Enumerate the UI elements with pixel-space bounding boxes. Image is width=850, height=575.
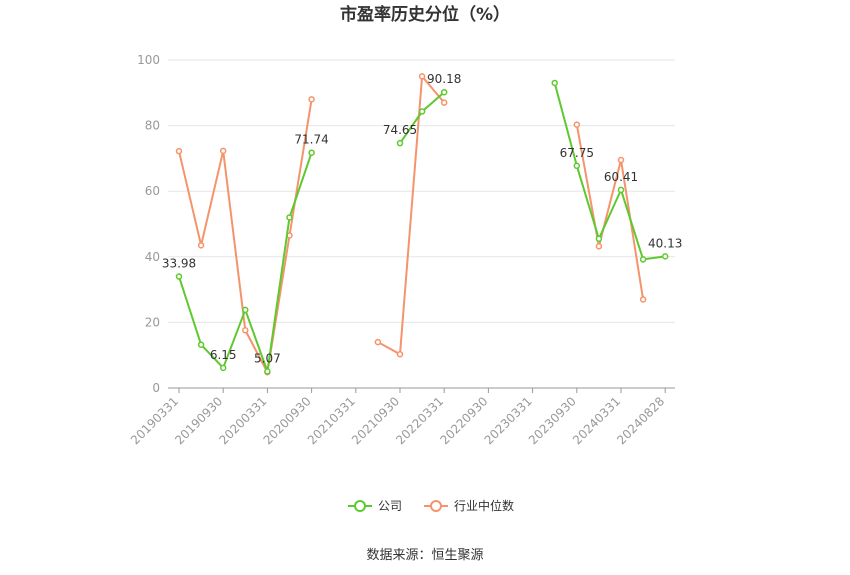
data-point xyxy=(595,235,603,243)
data-point xyxy=(197,242,205,249)
data-point xyxy=(418,73,426,80)
data-point xyxy=(374,338,382,346)
data-label: 67.75 xyxy=(560,146,594,160)
series-line xyxy=(377,75,445,356)
data-point xyxy=(242,327,249,334)
series-行业中位数 xyxy=(175,73,647,376)
data-point xyxy=(175,147,183,155)
legend-label: 行业中位数 xyxy=(454,498,514,513)
data-point xyxy=(661,253,669,260)
series-line xyxy=(575,124,645,300)
data-label: 5.07 xyxy=(254,351,281,365)
data-point xyxy=(242,306,249,314)
data-point xyxy=(639,256,647,263)
data-point xyxy=(595,243,603,250)
data-point xyxy=(440,88,448,96)
y-tick-label: 20 xyxy=(145,315,160,329)
data-label: 60.41 xyxy=(604,170,638,184)
y-tick-label: 80 xyxy=(145,119,160,133)
data-label: 33.98 xyxy=(162,257,196,271)
data-point xyxy=(396,350,404,358)
chart-title: 市盈率历史分位（%） xyxy=(340,4,510,25)
y-tick-label: 0 xyxy=(152,381,160,395)
data-point xyxy=(175,273,183,280)
data-point xyxy=(617,186,625,194)
data-point xyxy=(286,214,293,221)
y-tick-label: 60 xyxy=(145,184,160,198)
data-point xyxy=(219,147,227,155)
data-point xyxy=(573,121,581,128)
data-point xyxy=(617,156,625,164)
series-line xyxy=(553,82,666,261)
legend-item-行业中位数[interactable]: 行业中位数 xyxy=(424,498,514,513)
data-point xyxy=(308,149,315,156)
data-label: 40.13 xyxy=(648,236,682,250)
x-axis: 2019033120190930202003312020093020210331… xyxy=(128,387,675,447)
grid-lines xyxy=(168,59,675,323)
data-point xyxy=(219,364,227,372)
data-label: 90.18 xyxy=(427,72,461,86)
legend[interactable]: 公司 行业中位数 xyxy=(348,498,514,513)
data-point xyxy=(396,139,404,147)
legend-item-公司[interactable]: 公司 xyxy=(348,499,402,513)
series-公司 xyxy=(175,79,669,375)
series-line xyxy=(178,152,313,373)
data-point xyxy=(551,79,558,87)
data-label: 6.15 xyxy=(210,348,237,362)
data-point xyxy=(573,162,581,170)
x-tick-label: 20240828 xyxy=(614,394,667,447)
data-labels: 33.98 6.15 5.07 71.74 74.65 90.18 67.75 60.41 40… xyxy=(162,72,683,365)
legend-label: 公司 xyxy=(378,499,402,513)
data-label: 74.65 xyxy=(383,123,417,137)
data-label: 71.74 xyxy=(294,133,328,147)
y-axis: 0 20 40 60 80 100 xyxy=(137,53,160,395)
y-tick-label: 100 xyxy=(137,53,160,67)
data-point xyxy=(440,99,448,106)
source-note: 数据来源：恒生聚源 xyxy=(366,548,483,563)
data-point xyxy=(264,368,271,375)
data-point xyxy=(197,341,205,348)
data-point xyxy=(308,96,315,103)
legend-marker xyxy=(430,500,442,512)
legend-marker xyxy=(354,500,366,512)
y-tick-label: 40 xyxy=(145,250,160,264)
data-point xyxy=(418,108,426,115)
data-point xyxy=(639,296,647,303)
series-layer xyxy=(175,73,669,376)
